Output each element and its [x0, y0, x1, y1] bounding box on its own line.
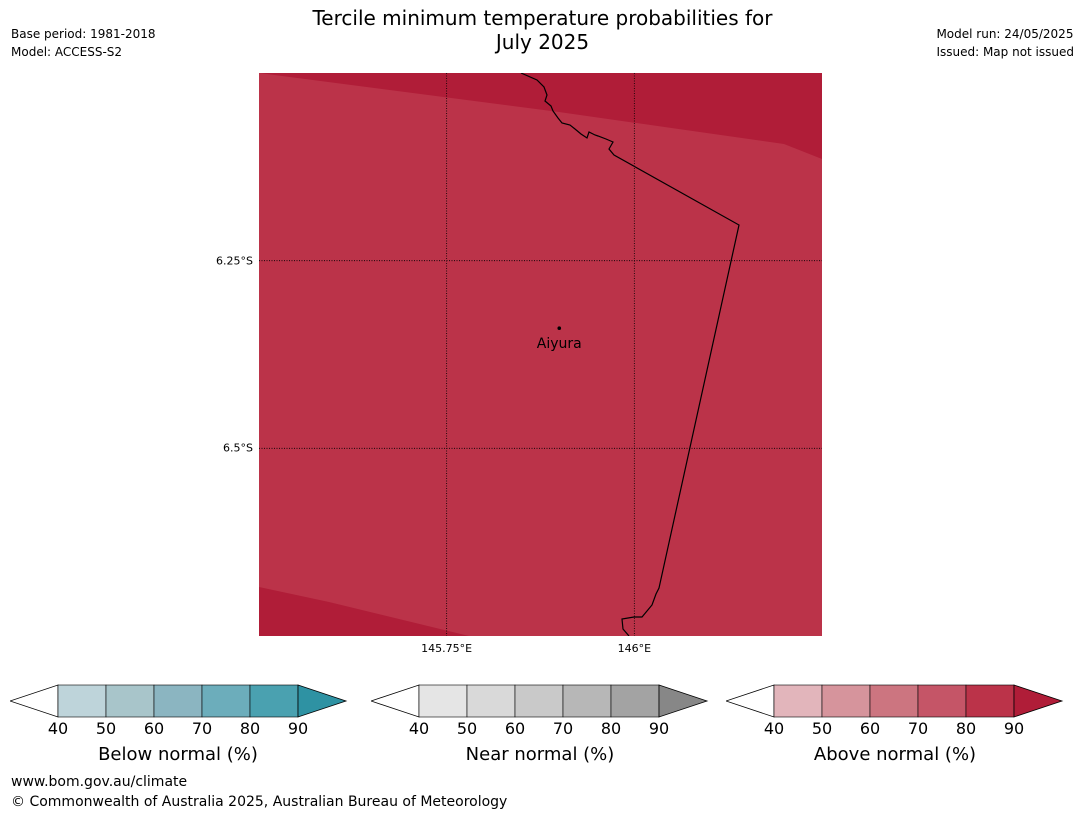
issued-text: Issued: Map not issued	[936, 45, 1074, 59]
footer-copyright: © Commonwealth of Australia 2025, Austra…	[11, 794, 508, 810]
lon-tick-label: 145.75°E	[421, 642, 473, 655]
colorbar-tick-label: 60	[504, 719, 526, 738]
map-band-90-plus-bottom	[259, 587, 469, 636]
map-title-line2: July 2025	[495, 30, 590, 54]
probability-map[interactable]: Aiyura	[259, 73, 822, 636]
colorbar-near-normal	[371, 684, 709, 718]
map-band-90-plus-top	[259, 73, 822, 159]
colorbar-tick-label: 90	[1003, 719, 1025, 738]
colorbar-label-above: Above normal (%)	[813, 744, 977, 765]
colorbar-label-below: Below normal (%)	[98, 744, 258, 765]
colorbar-segment	[610, 684, 660, 718]
colorbar-over-arrow	[658, 684, 709, 718]
map-band-80-90	[259, 73, 822, 636]
colorbar-segment	[562, 684, 612, 718]
colorbar-tick-label: 80	[955, 719, 977, 738]
country-border	[520, 73, 740, 636]
colorbar-segment	[869, 684, 919, 718]
colorbar-segment	[418, 684, 468, 718]
colorbar-under-arrow	[726, 684, 775, 718]
colorbar-tick-label: 80	[600, 719, 622, 738]
colorbar-tick-label: 50	[811, 719, 833, 738]
lon-tick-label: 146°E	[617, 642, 652, 655]
place-label: Aiyura	[537, 336, 582, 352]
colorbar-under-arrow	[371, 684, 420, 718]
colorbar-tick-label: 90	[287, 719, 309, 738]
colorbar-below-normal	[10, 684, 348, 718]
colorbar-tick-label: 70	[907, 719, 929, 738]
colorbar-segment	[514, 684, 564, 718]
colorbar-label-near: Near normal (%)	[465, 744, 615, 765]
colorbar-tick-label: 60	[143, 719, 165, 738]
colorbar-tick-label: 70	[552, 719, 574, 738]
colorbar-segment	[917, 684, 967, 718]
colorbar-tick-label: 50	[456, 719, 478, 738]
map-title: Tercile minimum temperature probabilitie…	[200, 6, 885, 54]
colorbar-above-normal	[726, 684, 1064, 718]
place-aiyura[interactable]: Aiyura	[537, 326, 582, 352]
lat-tick-label: 6.5°S	[223, 441, 253, 455]
colorbar-tick-label: 40	[408, 719, 430, 738]
colorbar-segment	[821, 684, 871, 718]
metadata-right: Model run: 24/05/2025 Issued: Map not is…	[936, 25, 1074, 61]
colorbar-segment	[965, 684, 1015, 718]
map-title-line1: Tercile minimum temperature probabilitie…	[312, 6, 773, 30]
colorbar-tick-label: 90	[648, 719, 670, 738]
colorbar-tick-label: 80	[239, 719, 261, 738]
model-run-text: Model run: 24/05/2025	[936, 27, 1074, 41]
colorbar-tick-label: 40	[763, 719, 785, 738]
model-text: Model: ACCESS-S2	[11, 45, 123, 59]
colorbar-tick-label: 40	[47, 719, 69, 738]
colorbar-tick-label: 70	[191, 719, 213, 738]
lat-tick-label: 6.25°S	[216, 254, 253, 268]
colorbar-segment	[153, 684, 203, 718]
colorbar-segment	[57, 684, 107, 718]
colorbar-under-arrow	[10, 684, 59, 718]
footer-url: www.bom.gov.au/climate	[11, 774, 188, 790]
place-marker	[557, 326, 562, 331]
colorbar-tick-label: 60	[859, 719, 881, 738]
colorbar-segment	[105, 684, 155, 718]
colorbar-over-arrow	[1013, 684, 1064, 718]
colorbar-tick-label: 50	[95, 719, 117, 738]
colorbar-over-arrow	[297, 684, 348, 718]
colorbar-segment	[773, 684, 823, 718]
colorbar-segment	[201, 684, 251, 718]
metadata-left: Base period: 1981-2018 Model: ACCESS-S2	[11, 25, 156, 61]
base-period-text: Base period: 1981-2018	[11, 27, 156, 41]
colorbar-segment	[249, 684, 299, 718]
colorbar-segment	[466, 684, 516, 718]
